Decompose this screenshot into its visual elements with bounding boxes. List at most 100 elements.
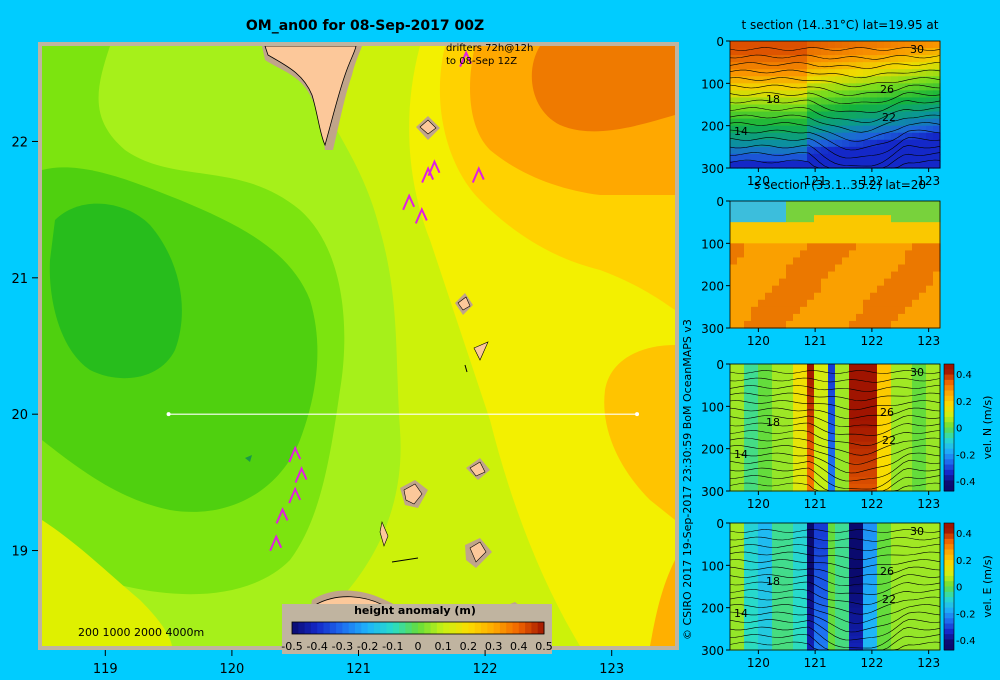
panel-cell — [751, 299, 759, 308]
panel-cell — [898, 146, 906, 155]
panel-x-tick-label: 123 — [917, 656, 940, 670]
panel-cell — [849, 271, 857, 280]
panel-cell — [751, 614, 759, 623]
panel-cell — [814, 292, 822, 301]
panel-cell — [737, 420, 745, 429]
panel-cell — [891, 320, 899, 329]
panel-cell — [814, 299, 822, 308]
panel-cell — [905, 579, 913, 588]
panel-cell — [779, 399, 787, 407]
panel-cell — [730, 607, 738, 616]
panel-colorbar-segment — [944, 395, 954, 402]
panel-cell — [772, 572, 780, 581]
panel-cell — [877, 420, 885, 429]
panel-cell — [849, 160, 857, 169]
panel-cell — [737, 250, 745, 259]
panel-cell — [793, 243, 801, 251]
colorbar-segment — [443, 622, 450, 634]
panel-cell — [779, 264, 787, 273]
panel-cell — [905, 222, 913, 230]
panel-cell — [765, 523, 773, 531]
panel-cell — [912, 420, 920, 429]
panel-cell — [898, 292, 906, 301]
panel-cell — [793, 118, 801, 127]
panel-cell — [821, 572, 829, 581]
panel-contour — [729, 430, 941, 446]
panel-cell — [919, 392, 927, 400]
panel-cell — [842, 146, 850, 155]
drifter-tracks — [269, 50, 485, 552]
panel-cell — [870, 215, 878, 223]
panel-cell — [926, 371, 934, 379]
panel-cell — [744, 132, 752, 141]
panel-cell — [926, 469, 934, 478]
island-2 — [457, 296, 471, 311]
panel-cell — [730, 313, 738, 322]
panel-cell — [842, 572, 850, 581]
panel-cell — [842, 565, 850, 573]
panel-contour — [729, 370, 941, 374]
panel-cell — [926, 236, 934, 244]
panel-cell — [926, 292, 934, 301]
panel-cell — [849, 371, 857, 379]
panel-cell — [870, 462, 878, 471]
colorbar-segment — [405, 622, 413, 634]
panel-cell — [737, 229, 745, 237]
panel-cell — [870, 399, 878, 407]
panel-cell — [807, 215, 815, 223]
panel-cell — [800, 607, 808, 616]
panel-cell — [814, 579, 822, 588]
panel-cell — [786, 97, 794, 106]
panel-cell — [856, 441, 864, 450]
panel-cell — [912, 160, 920, 169]
panel-cell — [751, 483, 759, 492]
panel-cell — [758, 139, 766, 148]
panel-cell — [835, 551, 843, 559]
panel-cell — [800, 364, 808, 372]
panel-cell — [730, 551, 738, 559]
panel-cell — [800, 530, 808, 538]
panel-cell — [807, 125, 815, 134]
panel-cell — [870, 118, 878, 127]
panel-cell — [730, 476, 738, 485]
panel-cell — [842, 55, 850, 63]
panel-cell — [821, 48, 829, 56]
island-6 — [469, 541, 487, 563]
panel-cell — [765, 48, 773, 56]
panel-cell — [779, 621, 787, 630]
panel-cell — [744, 544, 752, 552]
drifter-track — [459, 50, 473, 68]
panel-cell — [751, 55, 759, 63]
panel-cell — [758, 160, 766, 169]
panel-cell — [730, 222, 738, 230]
panel-cell — [891, 420, 899, 429]
panel-cell — [737, 146, 745, 155]
panel-cell — [737, 455, 745, 464]
panel-cell — [842, 271, 850, 280]
panel-cell — [891, 455, 899, 464]
panel-cell — [849, 125, 857, 134]
panel-cell — [744, 118, 752, 127]
panel-cell — [758, 565, 766, 573]
panel-cell — [898, 530, 906, 538]
panel-cell — [744, 313, 752, 322]
panel-cell — [898, 201, 906, 209]
panel-cell — [919, 427, 927, 436]
panel-cell — [905, 285, 913, 294]
panel-cell — [926, 250, 934, 259]
panel-contour-label: 22 — [882, 593, 896, 606]
panel-cell — [807, 153, 815, 162]
panel-cell — [849, 364, 857, 372]
panel-cell — [926, 271, 934, 280]
panel-cell — [863, 462, 871, 471]
panel-cell — [758, 132, 766, 141]
panel-cell — [933, 292, 941, 301]
panel-cell — [877, 299, 885, 308]
panel-cell — [737, 544, 745, 552]
panel-cell — [730, 579, 738, 588]
panel-cell — [891, 278, 899, 287]
panel-cell — [891, 399, 899, 407]
panel-cell — [758, 153, 766, 162]
panel-cell — [884, 607, 892, 616]
panel-cell — [912, 48, 920, 56]
